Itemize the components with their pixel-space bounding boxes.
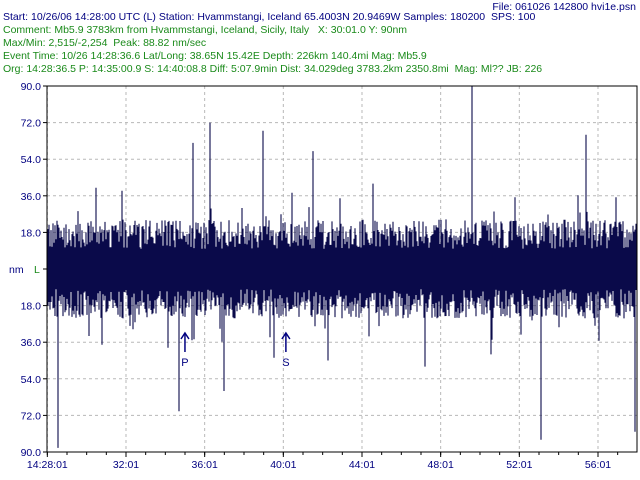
y-tick-label: 36.0: [21, 191, 42, 203]
file-name-label: File: 061026 142800 hvi1e.psn: [492, 1, 636, 13]
phase-marker-label: P: [181, 357, 188, 369]
header-origin-line: Org: 14:28:36.5 P: 14:35:00.9 S: 14:40:0…: [3, 63, 543, 75]
x-tick-label: 44:01: [349, 459, 375, 471]
x-tick-label: 32:01: [113, 459, 139, 471]
y-tick-label: 90.0: [21, 81, 42, 93]
trace-layer: [47, 86, 637, 448]
y-tick-label: 90.0: [21, 447, 42, 459]
header-event-line: Event Time: 10/26 14:28:36.6 Lat/Long: 3…: [3, 50, 427, 62]
x-tick-label: 56:01: [585, 459, 611, 471]
y-tick-label: 18.0: [21, 301, 42, 313]
phase-arrow-head: [180, 331, 190, 340]
y-tick-label: 36.0: [21, 337, 42, 349]
y-axis-unit-label: nm: [9, 264, 24, 276]
phase-marker-s: S: [281, 331, 291, 369]
x-tick-label: 14:28:01: [27, 459, 68, 471]
phase-arrow-head: [281, 331, 291, 340]
x-tick-label: 52:01: [506, 459, 532, 471]
label-layer: 90.0 72.0 54.0 36.0 18.0 nm L 18.0 36.0 54.0 72.0 9…: [9, 81, 611, 471]
x-tick-label: 40:01: [270, 459, 296, 471]
header-comment-line: Comment: Mb5.9 3783km from Hvammstangi, …: [3, 24, 408, 36]
phase-marker-label: S: [282, 357, 289, 369]
baseline-marker-label: L: [34, 264, 40, 276]
header-maxmin-line: Max/Min: 2,515/-2,254 Peak: 88.82 nm/sec: [3, 37, 207, 49]
y-tick-label: 72.0: [21, 410, 42, 422]
y-tick-label: 72.0: [21, 118, 42, 130]
header-start-line: Start: 10/26/06 14:28:00 UTC (L) Station…: [3, 11, 536, 23]
x-tick-label: 48:01: [428, 459, 454, 471]
axis-layer: [43, 85, 638, 457]
plot-frame: [46, 85, 638, 453]
y-tick-label: 18.0: [21, 227, 42, 239]
x-tick-label: 36:01: [192, 459, 218, 471]
seismic-trace: [47, 86, 637, 448]
y-tick-label: 54.0: [21, 374, 42, 386]
phase-marker-p: P: [180, 331, 190, 369]
y-tick-label: 54.0: [21, 154, 42, 166]
